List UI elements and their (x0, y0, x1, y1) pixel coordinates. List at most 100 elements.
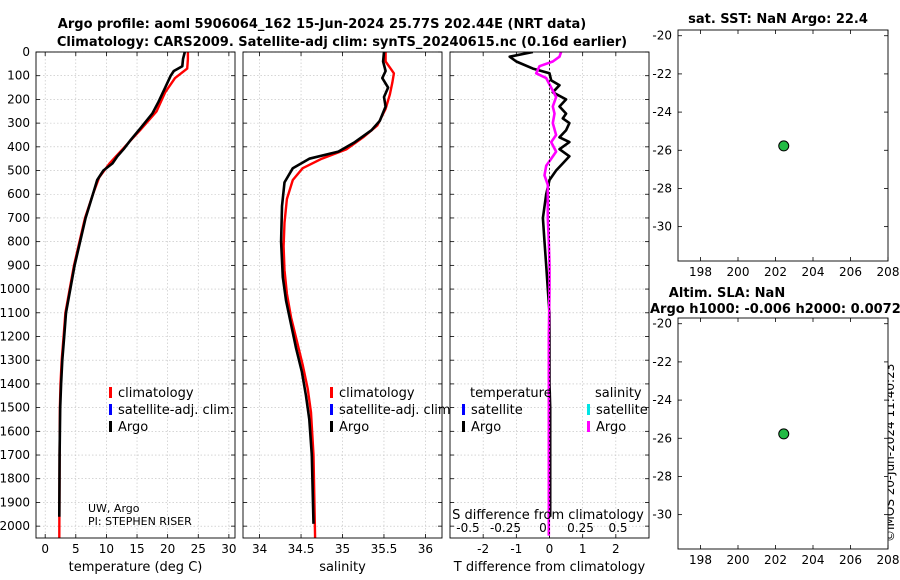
difference-legend-salinity-title: salinity (595, 386, 642, 401)
figure-title-line-1: Argo profile: aoml 5906064_162 15-Jun-20… (58, 17, 586, 32)
temperature-ytick-label: 1800 (0, 472, 30, 486)
salinity-legend-label: Argo (339, 420, 369, 435)
sst_map-ytick-label: -26 (652, 143, 672, 157)
temperature-ytick-label: 700 (7, 211, 30, 225)
temperature-xlabel: temperature (deg C) (69, 560, 203, 575)
sst-map-profile-marker (778, 140, 790, 152)
salinity-panel: 34 34.5 35 35.5 36 salinity climatology satelli… (242, 51, 455, 575)
sla-map-title: Altim. SLA: NaN (669, 286, 785, 301)
temperature-ytick-label: 0 (22, 45, 30, 59)
difference-legend-salinity-label: satellite (596, 403, 648, 418)
sst_map-xtick-label: 208 (877, 265, 900, 279)
sla_map-ytick-label: -20 (652, 317, 672, 331)
temperature-legend-label: climatology (118, 386, 194, 401)
sst_map-ytick-label: -28 (652, 181, 672, 195)
temperature-frame (35, 51, 236, 539)
difference-legend-salinity-label: Argo (596, 420, 626, 435)
sst_map-ytick-label: -22 (652, 67, 672, 81)
operator-credit: UW, Argo (88, 502, 140, 515)
temperature-xtick-label: 20 (160, 542, 175, 556)
salinity-series-climatology (282, 52, 396, 538)
difference-legend-temperature-label: Argo (471, 420, 501, 435)
salinity-legend-swatch (330, 387, 333, 398)
temperature-ytick-label: 1300 (0, 353, 30, 367)
temperature-xtick-label: 30 (221, 542, 236, 556)
sst_map-panel: 198 200 202 204 206 208 -20 -22 -24 -26 -28 -30 sat.… (652, 12, 899, 279)
difference-legend-temperature-label: satellite (471, 403, 523, 418)
temperature-xtick-label: 5 (72, 542, 80, 556)
difference-series-s-difference-argo- (534, 52, 563, 536)
difference-s-tick-label: 0 (539, 521, 547, 535)
temperature-ytick-label: 2000 (0, 519, 30, 533)
sla_map-panel: 198 200 202 204 206 208 -20 -22 -24 -26 -28 -30 Alti… (650, 286, 900, 567)
sla_map-xtick-label: 204 (802, 553, 825, 567)
temperature-ytick-label: 1500 (0, 401, 30, 415)
difference-legend-temperature-title: temperature (470, 386, 552, 401)
difference-xtick-label: 1 (579, 542, 587, 556)
difference-panel: -2 -1 0 1 2 T difference from climatology -0.5… (449, 51, 650, 575)
pi-credit: PI: STEPHEN RISER (88, 515, 192, 528)
difference-xlabel: T difference from climatology (453, 560, 646, 575)
difference-xtick-label: -1 (510, 542, 522, 556)
salinity-series-argo (279, 52, 390, 524)
temperature-ytick-label: 800 (7, 235, 30, 249)
sla_map-ytick-label: -30 (652, 508, 672, 522)
temperature-plot-area (36, 52, 235, 538)
temperature-xtick-label: 15 (129, 542, 144, 556)
temperature-series-argo (58, 52, 187, 517)
salinity-xtick-label: 36 (418, 542, 433, 556)
sst_map-ytick-label: -30 (652, 220, 672, 234)
temperature-xtick-label: 25 (191, 542, 206, 556)
salinity-xtick-label: 34 (252, 542, 267, 556)
difference-s-xlabel: S difference from climatology (452, 508, 644, 523)
temperature-legend-swatch (109, 421, 112, 432)
sst_map-xtick-label: 206 (839, 265, 862, 279)
difference-xtick-label: 0 (546, 542, 554, 556)
figure-title-line-2: Climatology: CARS2009. Satellite-adj cli… (57, 35, 627, 50)
difference-legend-salinity-swatch (587, 421, 590, 432)
salinity-legend-swatch (330, 421, 333, 432)
sst_map-frame (677, 29, 889, 262)
temperature-ytick-label: 1700 (0, 448, 30, 462)
salinity-frame (242, 51, 443, 539)
temperature-ytick-label: 100 (7, 69, 30, 83)
difference-xtick-label: 2 (612, 542, 620, 556)
sst_map-xtick-label: 200 (727, 265, 750, 279)
sst_map-xtick-label: 198 (689, 265, 712, 279)
temperature-ytick-label: 600 (7, 187, 30, 201)
temperature-xtick-label: 10 (99, 542, 114, 556)
sla-map-subtitle: Argo h1000: -0.006 h2000: 0.0072 (650, 302, 900, 317)
sst_map-xtick-label: 202 (764, 265, 787, 279)
temperature-legend-swatch (109, 404, 112, 415)
temperature-ytick-label: 1600 (0, 424, 30, 438)
sla_map-xtick-label: 208 (877, 553, 900, 567)
sla_map-xtick-label: 206 (839, 553, 862, 567)
sla_map-xtick-label: 202 (764, 553, 787, 567)
difference-s-tick-label: 0.5 (608, 521, 627, 535)
temperature-ytick-label: 1000 (0, 282, 30, 296)
temperature-ytick-label: 1900 (0, 495, 30, 509)
temperature-xtick-label: 0 (41, 542, 49, 556)
temperature-ytick-label: 200 (7, 92, 30, 106)
difference-s-tick-label: -0.25 (490, 521, 521, 535)
difference-legend-salinity-swatch (587, 404, 590, 415)
salinity-xtick-label: 34.5 (288, 542, 315, 556)
temperature-ytick-label: 1400 (0, 377, 30, 391)
temperature-legend-label: Argo (118, 420, 148, 435)
salinity-xtick-label: 35.5 (371, 542, 398, 556)
temperature-ytick-label: 900 (7, 258, 30, 272)
temperature-panel: 0 5 10 15 20 25 300100200300400500600700800900… (0, 45, 237, 575)
temperature-ytick-label: 400 (7, 140, 30, 154)
sla_map-xtick-label: 198 (689, 553, 712, 567)
sla_map-ytick-label: -22 (652, 355, 672, 369)
salinity-legend-label: satellite-adj. clim. (339, 403, 455, 418)
sla_map-ytick-label: -24 (652, 393, 672, 407)
sst_map-ytick-label: -24 (652, 105, 672, 119)
difference-legend-temperature-swatch (462, 421, 465, 432)
salinity-xlabel: salinity (319, 560, 366, 575)
temperature-ytick-label: 1200 (0, 329, 30, 343)
temperature-legend-swatch (109, 387, 112, 398)
temperature-ytick-label: 500 (7, 164, 30, 178)
sst_map-ytick-label: -20 (652, 29, 672, 43)
